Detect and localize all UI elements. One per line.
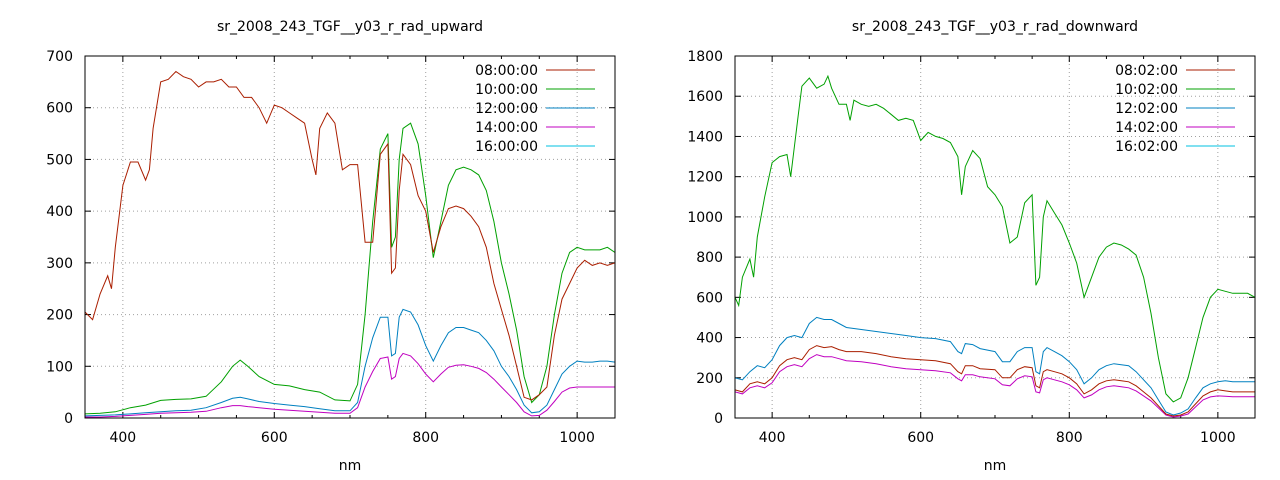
x-tick-label: 800 [412, 430, 439, 446]
y-tick-label: 600 [46, 101, 73, 117]
x-tick-label: 400 [759, 430, 786, 446]
series-line-100000 [85, 122, 615, 415]
upward-radiance-chart: sr_2008_243_TGF__y03_r_rad_upward 400 600 8… [46, 19, 616, 474]
series-line-140000 [85, 352, 615, 418]
y-tick-label: 400 [46, 204, 73, 220]
series-group [85, 70, 615, 418]
downward-radiance-chart: sr_2008_243_TGF__y03_r_rad_downward 400 60… [687, 19, 1256, 474]
y-tick-label: 1800 [687, 49, 723, 65]
legend-label: 16:02:00 [1115, 139, 1178, 155]
legend-label: 10:02:00 [1115, 82, 1178, 98]
y-tick-label: 100 [46, 359, 73, 375]
series-line-100200 [735, 74, 1255, 403]
plot-frame [84, 55, 616, 419]
chart-title: sr_2008_243_TGF__y03_r_rad_upward [217, 19, 483, 35]
x-tick-label: 600 [261, 430, 288, 446]
y-tick-label: 200 [696, 371, 723, 387]
legend-label: 10:00:00 [475, 82, 538, 98]
y-tick-label: 200 [46, 308, 73, 324]
series-line-120200 [735, 316, 1255, 416]
series-group [735, 74, 1255, 418]
y-tick-label: 500 [46, 152, 73, 168]
series-line-080200 [735, 345, 1255, 417]
legend-label: 16:00:00 [475, 139, 538, 155]
legend-label: 08:00:00 [475, 63, 538, 79]
y-tick-label: 1400 [687, 129, 723, 145]
legend-label: 12:02:00 [1115, 101, 1178, 117]
y-tick-label: 1600 [687, 89, 723, 105]
x-axis-label: nm [339, 458, 362, 474]
x-tick-label: 1000 [1200, 430, 1236, 446]
x-tick-label: 1000 [559, 430, 595, 446]
x-axis-label: nm [984, 458, 1007, 474]
y-tick-label: 0 [714, 411, 723, 427]
y-tick-label: 300 [46, 256, 73, 272]
y-tick-label: 700 [46, 49, 73, 65]
legend-label: 14:02:00 [1115, 120, 1178, 136]
series-line-080000 [85, 70, 615, 401]
x-tick-label: 800 [1056, 430, 1083, 446]
chart-title: sr_2008_243_TGF__y03_r_rad_downward [852, 19, 1138, 35]
x-tick-label: 600 [907, 430, 934, 446]
legend-label: 12:00:00 [475, 101, 538, 117]
legend-label: 08:02:00 [1115, 63, 1178, 79]
x-tick-label: 400 [109, 430, 136, 446]
series-line-140200 [735, 354, 1255, 418]
series-line-120000 [85, 308, 615, 417]
y-tick-label: 1000 [687, 210, 723, 226]
y-tick-label: 400 [696, 331, 723, 347]
y-tick-label: 0 [64, 411, 73, 427]
y-tick-label: 1200 [687, 170, 723, 186]
legend-label: 14:00:00 [475, 120, 538, 136]
y-tick-label: 800 [696, 250, 723, 266]
y-tick-label: 600 [696, 290, 723, 306]
plot-frame [734, 55, 1256, 419]
